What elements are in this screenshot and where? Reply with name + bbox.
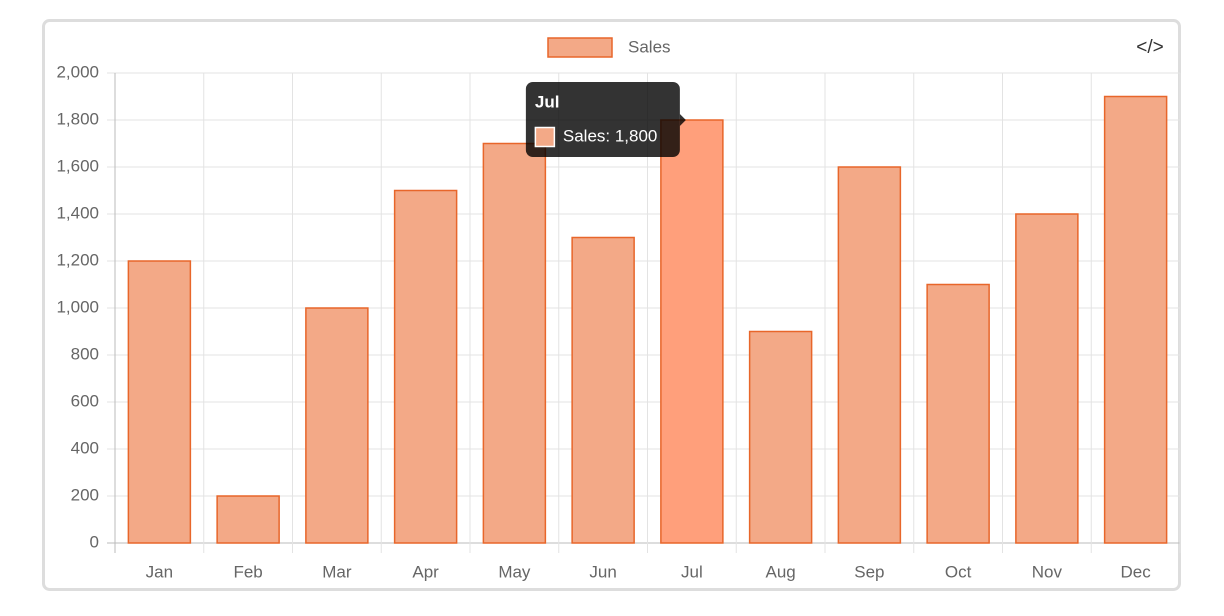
legend: Sales	[547, 37, 671, 58]
bar	[926, 283, 990, 544]
legend-swatch	[547, 37, 613, 58]
bar	[393, 189, 458, 544]
x-tick-label: Jun	[589, 562, 616, 581]
bar	[482, 142, 547, 544]
tooltip-box	[525, 82, 680, 157]
bar	[1015, 213, 1079, 544]
y-tick-label: 1,800	[56, 109, 99, 128]
bar	[127, 260, 192, 544]
x-tick-label: Aug	[766, 562, 796, 581]
bar	[571, 236, 635, 544]
tooltip-caret	[679, 114, 686, 126]
tooltip-title: Jul	[535, 92, 560, 111]
y-tick-label: 0	[90, 532, 99, 551]
x-tick-label: May	[498, 562, 531, 581]
x-tick-label: Oct	[945, 562, 972, 581]
x-tick-label: Apr	[412, 562, 439, 581]
x-tick-label: Sep	[854, 562, 884, 581]
bar	[837, 166, 902, 544]
bar	[748, 330, 813, 544]
code-button[interactable]: </>	[1136, 37, 1163, 58]
y-tick-label: 1,400	[56, 203, 99, 222]
y-tick-label: 800	[71, 344, 99, 363]
y-tick-label: 200	[71, 485, 99, 504]
y-tick-label: 1,000	[56, 297, 99, 316]
bar	[305, 307, 369, 544]
x-tick-label: Jul	[681, 562, 703, 581]
bar	[1103, 95, 1168, 544]
y-tick-label: 600	[71, 391, 99, 410]
tooltip-label: Sales: 1,800	[563, 126, 658, 145]
y-tick-label: 1,600	[56, 156, 99, 175]
x-tick-label: Mar	[322, 562, 352, 581]
bar	[660, 119, 724, 544]
y-tick-label: 1,200	[56, 250, 99, 269]
y-tick-label: 400	[71, 438, 99, 457]
x-tick-label: Dec	[1121, 562, 1152, 581]
x-tick-label: Feb	[233, 562, 262, 581]
x-tick-label: Jan	[146, 562, 173, 581]
y-tick-label: 2,000	[56, 62, 99, 81]
tooltip-swatch	[534, 126, 556, 148]
legend-label: Sales	[628, 37, 671, 56]
bar	[216, 495, 280, 544]
x-tick-label: Nov	[1032, 562, 1063, 581]
